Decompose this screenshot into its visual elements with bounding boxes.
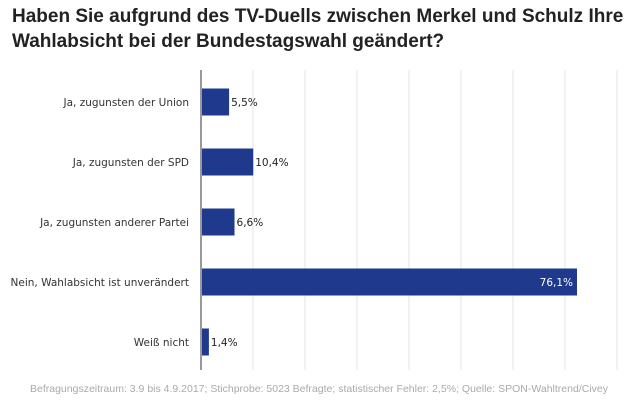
value-labels: 5,5% 10,4% 6,6% 76,1% 1,4% bbox=[211, 97, 573, 349]
gridlines bbox=[252, 70, 618, 370]
category-label-4: Weiß nicht bbox=[134, 337, 189, 349]
source-note: Befragungszeitraum: 3.9 bis 4.9.2017; St… bbox=[30, 383, 608, 395]
category-label-0: Ja, zugunsten der Union bbox=[62, 97, 189, 109]
value-label-4: 1,4% bbox=[211, 337, 238, 349]
value-label-1: 10,4% bbox=[255, 157, 288, 169]
category-labels: Ja, zugunsten der Union Ja, zugunsten der… bbox=[11, 97, 189, 349]
chart-title: Haben Sie aufgrund des TV-Duells zwische… bbox=[12, 6, 624, 52]
bar-1 bbox=[202, 148, 254, 176]
value-label-0: 5,5% bbox=[231, 97, 258, 109]
bar-4 bbox=[202, 328, 209, 356]
category-label-1: Ja, zugunsten der SPD bbox=[72, 157, 189, 169]
bars bbox=[202, 88, 577, 356]
value-label-3: 76,1% bbox=[540, 277, 573, 289]
category-label-3: Nein, Wahlabsicht ist unverändert bbox=[11, 277, 189, 289]
bar-2 bbox=[202, 208, 235, 236]
category-label-2: Ja, zugunsten anderer Partei bbox=[39, 217, 189, 229]
bar-3 bbox=[202, 268, 577, 296]
value-label-2: 6,6% bbox=[237, 217, 264, 229]
bar-0 bbox=[202, 88, 230, 116]
